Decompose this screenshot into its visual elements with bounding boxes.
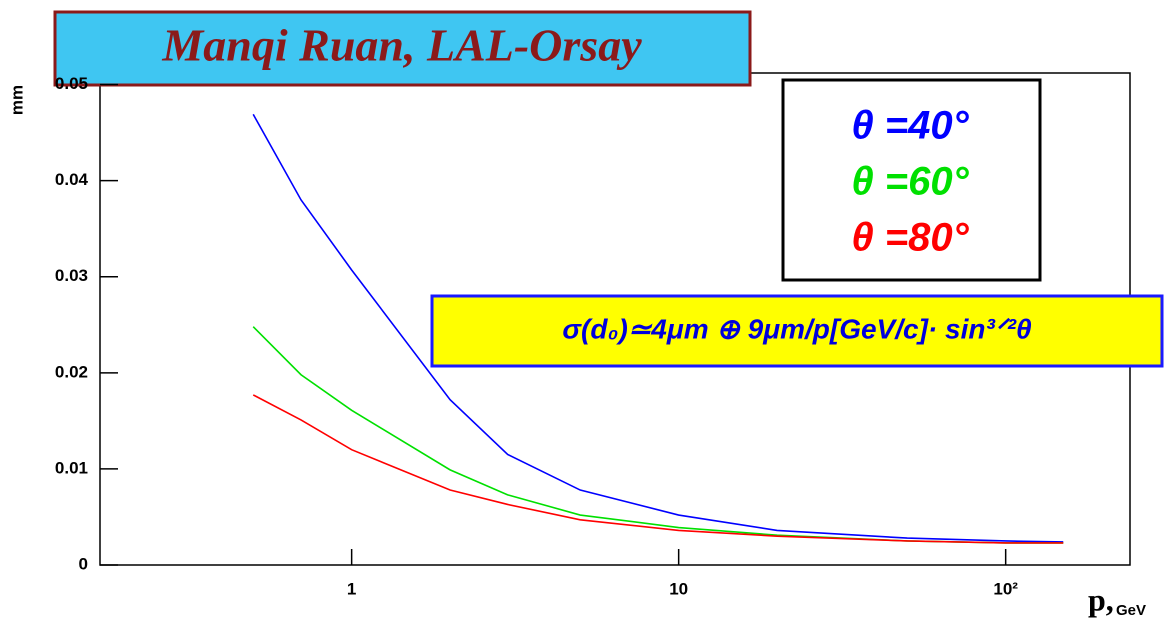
line xyxy=(252,394,1064,544)
y-tick-label: 0.01 xyxy=(55,458,88,477)
line xyxy=(252,113,1064,543)
legend-entry: θ =40° xyxy=(851,104,969,148)
x-tick-label: 10 xyxy=(669,579,688,598)
legend-entry: θ =80° xyxy=(851,216,969,260)
y-tick-label: 0.03 xyxy=(55,266,88,285)
y-label: mm xyxy=(7,85,26,115)
legend-entry: θ =60° xyxy=(851,160,969,204)
y-tick-label: 0.05 xyxy=(55,74,88,93)
y-tick-label: 0.02 xyxy=(55,362,88,381)
title-box xyxy=(53,10,752,87)
y-tick-label: 0 xyxy=(79,554,88,573)
formula-box xyxy=(430,294,1164,368)
x-tick-label: 10² xyxy=(993,579,1018,598)
x-tick-label: 1 xyxy=(347,579,356,598)
formula: σ(d₀)≃4μm ⊕ 9μm/p[GeV/c]· sin³ᐟ²θ xyxy=(562,313,1032,344)
annotation: Manqi Ruan, LAL-Orsay xyxy=(161,20,642,71)
y-tick-label: 0.04 xyxy=(55,170,89,189)
x-unit: GeV xyxy=(1116,602,1146,619)
x-label: p, xyxy=(1088,581,1114,617)
legend-box xyxy=(781,78,1042,282)
